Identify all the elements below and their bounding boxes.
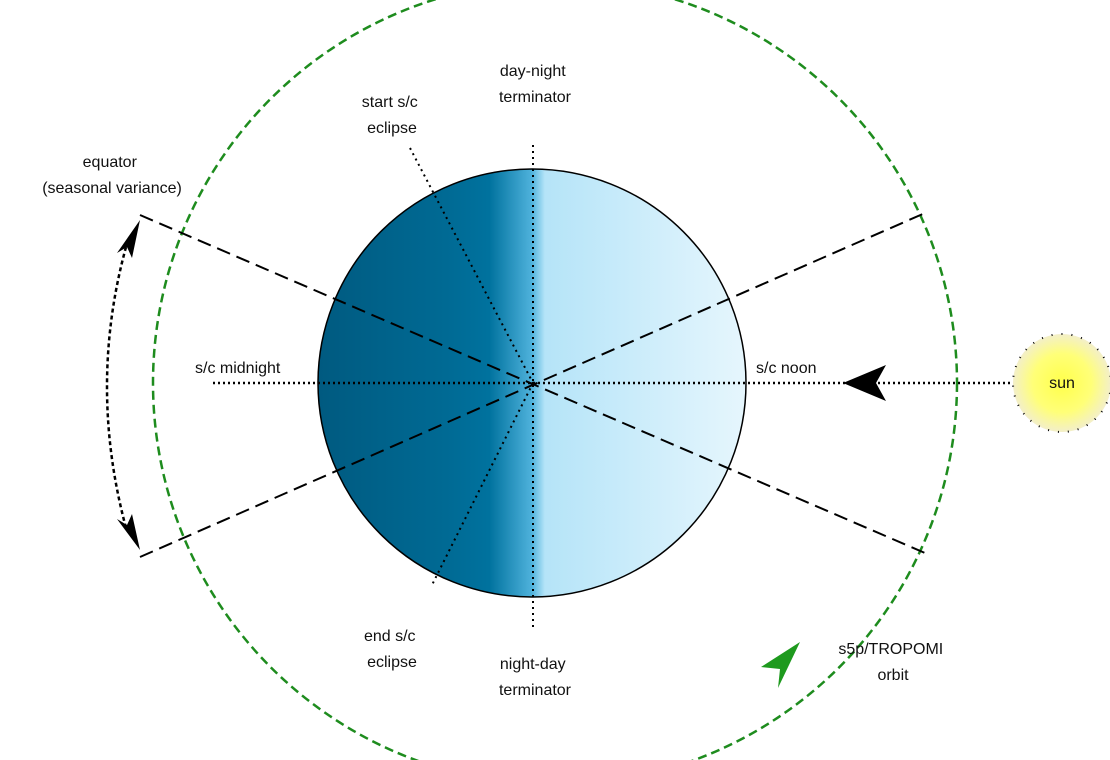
day-night-terminator-label: day-night terminator bbox=[499, 63, 572, 106]
sun-icon bbox=[1012, 333, 1110, 433]
night-day-terminator-label: night-day terminator bbox=[499, 656, 572, 699]
equator-label: equator (seasonal variance) bbox=[42, 154, 182, 197]
noon-label: s/c noon bbox=[756, 360, 816, 377]
sunlight-arrow-icon bbox=[843, 365, 886, 401]
orbit-direction-arrow-icon bbox=[761, 642, 800, 688]
midnight-label: s/c midnight bbox=[195, 360, 281, 377]
sun-label: sun bbox=[1049, 375, 1075, 392]
end-eclipse-label: end s/c eclipse bbox=[364, 628, 420, 671]
start-eclipse-label: start s/c eclipse bbox=[362, 94, 422, 137]
double-headed-arrow-icon bbox=[105, 220, 140, 550]
end-eclipse-line bbox=[431, 382, 534, 586]
orbit-circle bbox=[151, 0, 959, 760]
start-eclipse-line bbox=[409, 147, 534, 384]
orbit-label: s5p/TROPOMI orbit bbox=[838, 641, 947, 684]
